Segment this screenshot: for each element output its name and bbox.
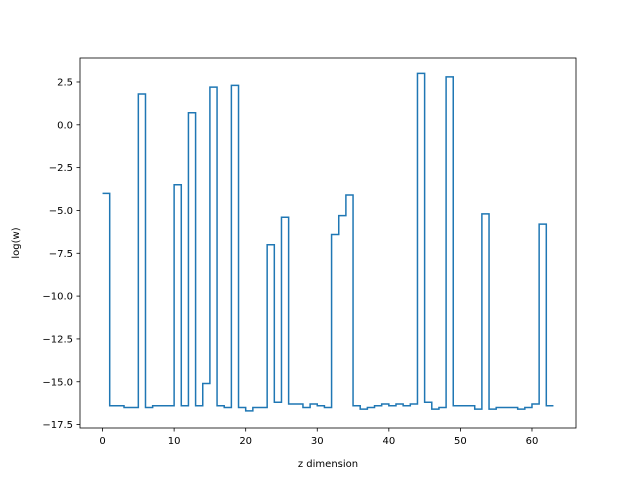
x-tick-label: 50 [454,436,467,447]
y-tick-label: −2.5 [49,163,73,174]
y-tick-label: 2.5 [57,77,73,88]
plot-frame [79,57,577,429]
x-axis-label: z dimension [298,459,358,470]
x-tick-label: 40 [382,436,395,447]
x-tick-label: 0 [99,436,105,447]
series-line-0 [102,72,554,412]
y-tick-label: −12.5 [42,334,73,345]
y-axis-label: log(w) [11,227,22,258]
y-tick-label: −10.0 [42,292,73,303]
plot-area [80,58,576,428]
x-tick-label: 20 [239,436,252,447]
y-tick-label: 0.0 [57,120,73,131]
y-tick-label: −5.0 [49,206,73,217]
x-tick-label: 30 [311,436,324,447]
x-tick-label: 60 [526,436,539,447]
series-layer [102,72,554,412]
y-tick-label: −17.5 [42,420,73,431]
y-tick-label: −15.0 [42,377,73,388]
y-tick-label: −7.5 [49,249,73,260]
x-axis-ticks: 0 10 20 30 40 50 60 [99,428,538,447]
y-axis-ticks: 2.5 0.0 −2.5 −5.0 −7.5 −10.0 −12.5 −15.0 −17.5 [42,77,80,431]
x-tick-label: 10 [168,436,181,447]
